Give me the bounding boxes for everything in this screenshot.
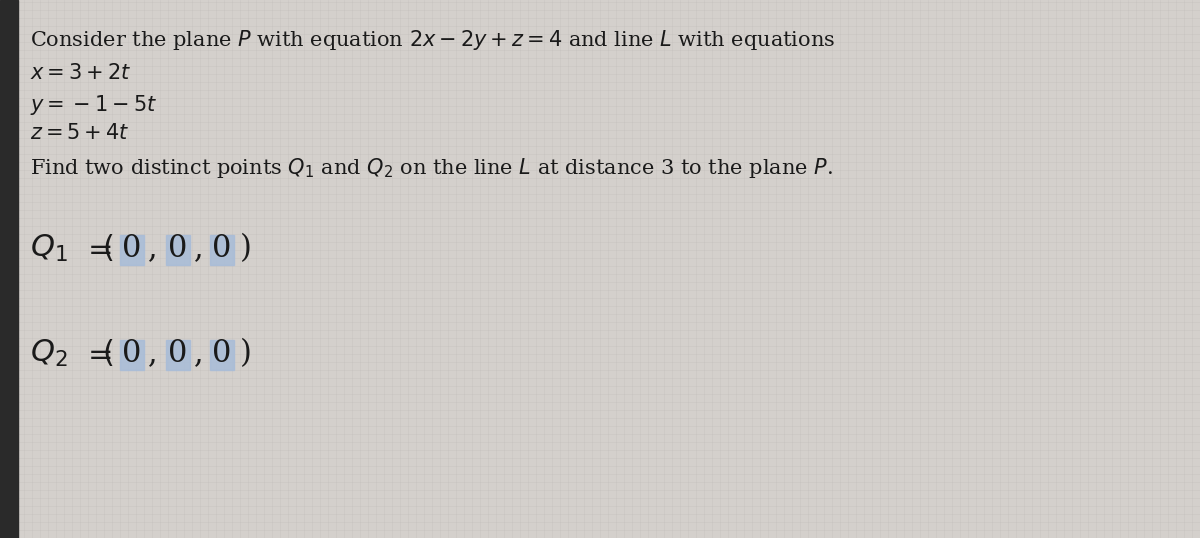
Text: $=$: $=$ (82, 338, 113, 369)
Bar (0, 0, 18, 538)
Text: 0: 0 (122, 233, 142, 264)
Bar (166, 340, 190, 370)
Text: 0: 0 (122, 338, 142, 369)
Bar (120, 235, 144, 265)
Text: 0: 0 (168, 233, 187, 264)
Text: ,: , (148, 233, 157, 264)
Text: ,: , (194, 233, 204, 264)
Text: 0: 0 (212, 233, 232, 264)
Text: 0: 0 (168, 338, 187, 369)
Text: $($: $($ (102, 233, 114, 264)
Bar (210, 235, 234, 265)
Bar (166, 235, 190, 265)
Text: $($: $($ (102, 338, 114, 369)
Bar (120, 340, 144, 370)
Text: ): ) (240, 338, 252, 369)
Text: $z=5+4t$: $z=5+4t$ (30, 123, 130, 143)
Text: $Q_1$: $Q_1$ (30, 233, 67, 264)
Text: $x=3+2t$: $x=3+2t$ (30, 63, 132, 83)
Text: ,: , (148, 338, 157, 369)
Bar (210, 340, 234, 370)
Text: ,: , (194, 338, 204, 369)
Text: Consider the plane $P$ with equation $2x-2y+z=4$ and line $L$ with equations: Consider the plane $P$ with equation $2x… (30, 28, 835, 52)
Text: 0: 0 (212, 338, 232, 369)
Text: ): ) (240, 233, 252, 264)
Text: $=$: $=$ (82, 233, 113, 264)
Text: Find two distinct points $Q_1$ and $Q_2$ on the line $L$ at distance 3 to the pl: Find two distinct points $Q_1$ and $Q_2$… (30, 156, 833, 180)
Text: $Q_2$: $Q_2$ (30, 338, 67, 369)
Text: $y=-1-5t$: $y=-1-5t$ (30, 93, 157, 117)
